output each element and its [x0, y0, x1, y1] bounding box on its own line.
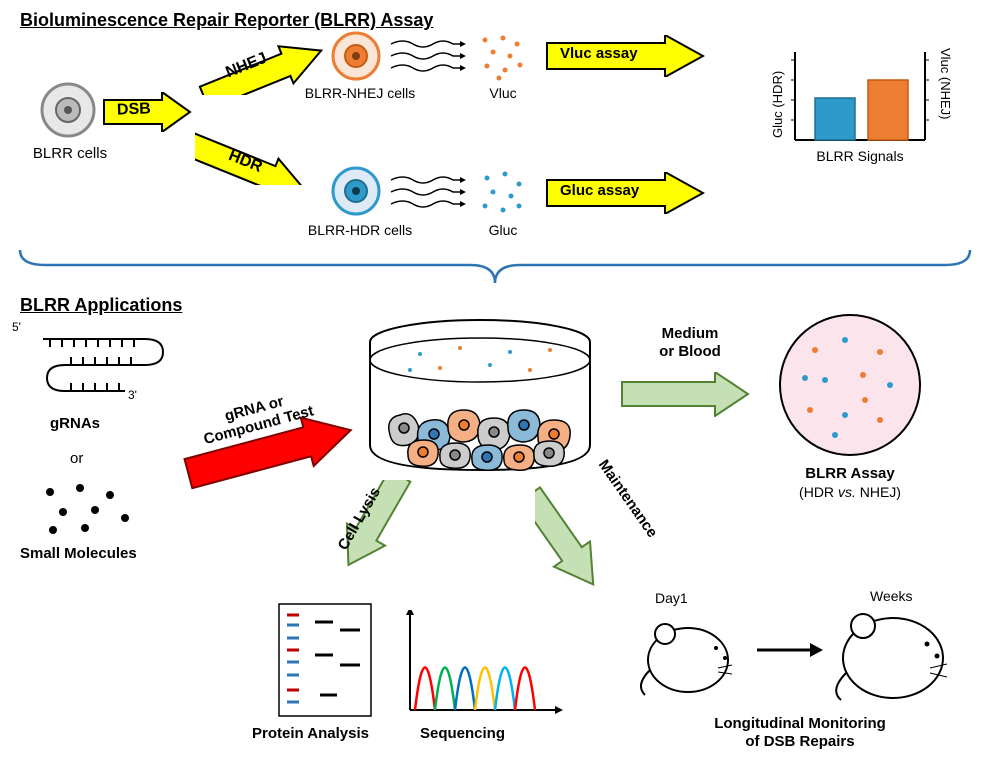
- chart-yleft-label: Gluc (HDR): [770, 48, 785, 138]
- hdr-arrow-icon: [195, 125, 325, 185]
- hdr-cell-icon: [330, 165, 382, 217]
- top-section-title: Bioluminescence Repair Reporter (BLRR) A…: [20, 10, 433, 31]
- grna-label: gRNAs: [50, 415, 100, 433]
- medium-arrow-icon: [620, 372, 750, 417]
- hdr-waves-icon: [388, 172, 468, 212]
- vluc-assay-label: Vluc assay: [560, 45, 638, 63]
- mouse-arrow-icon: [755, 640, 825, 660]
- gluc-label: Gluc: [478, 222, 528, 239]
- chart-x-label: BLRR Signals: [790, 148, 930, 165]
- blrr-assay-label: BLRR Assay: [790, 465, 910, 483]
- blrr-assay-dish-icon: [775, 310, 925, 460]
- sequencing-label: Sequencing: [420, 725, 505, 743]
- chart-yright-label: Vluc (NHEJ): [938, 48, 953, 138]
- petri-dish-icon: [360, 310, 600, 485]
- small-molecules-icon: [35, 480, 135, 540]
- vluc-dots-icon: [475, 30, 530, 85]
- blrr-assay-sub-label: (HDR vs. NHEJ): [785, 484, 915, 501]
- blrr-hdr-label: BLRR-HDR cells: [300, 222, 420, 239]
- blrr-nhej-label: BLRR-NHEJ cells: [300, 85, 420, 102]
- mouse-weeks-icon: [835, 600, 960, 705]
- gluc-dots-icon: [475, 168, 530, 223]
- grna-icon: [25, 325, 185, 410]
- bottom-section-title: BLRR Applications: [20, 295, 182, 316]
- blrr-cells-label: BLRR cells: [20, 145, 120, 163]
- bracket-icon: [15, 245, 975, 290]
- gluc-assay-label: Gluc assay: [560, 182, 639, 200]
- three-prime-label: 3': [128, 388, 137, 402]
- vluc-label: Vluc: [478, 85, 528, 102]
- medium-blood-label: Medium or Blood: [635, 325, 745, 361]
- blrr-cell-icon: [38, 80, 98, 140]
- nhej-waves-icon: [388, 36, 468, 76]
- sequencing-icon: [395, 610, 565, 725]
- small-molecules-label: Small Molecules: [20, 545, 137, 563]
- or-label: or: [70, 450, 83, 468]
- longitudinal-label: Longitudinal Monitoring of DSB Repairs: [660, 715, 940, 751]
- nhej-cell-icon: [330, 30, 382, 82]
- five-prime-label: 5': [12, 320, 21, 334]
- protein-label: Protein Analysis: [252, 725, 369, 743]
- day1-label: Day1: [655, 590, 688, 607]
- protein-gel-icon: [275, 600, 375, 720]
- mouse-day1-icon: [640, 610, 745, 700]
- weeks-label: Weeks: [870, 588, 913, 605]
- dsb-label: DSB: [117, 99, 151, 119]
